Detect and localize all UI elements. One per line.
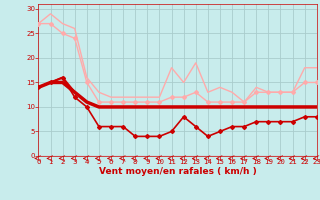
X-axis label: Vent moyen/en rafales ( km/h ): Vent moyen/en rafales ( km/h ) bbox=[99, 167, 256, 176]
